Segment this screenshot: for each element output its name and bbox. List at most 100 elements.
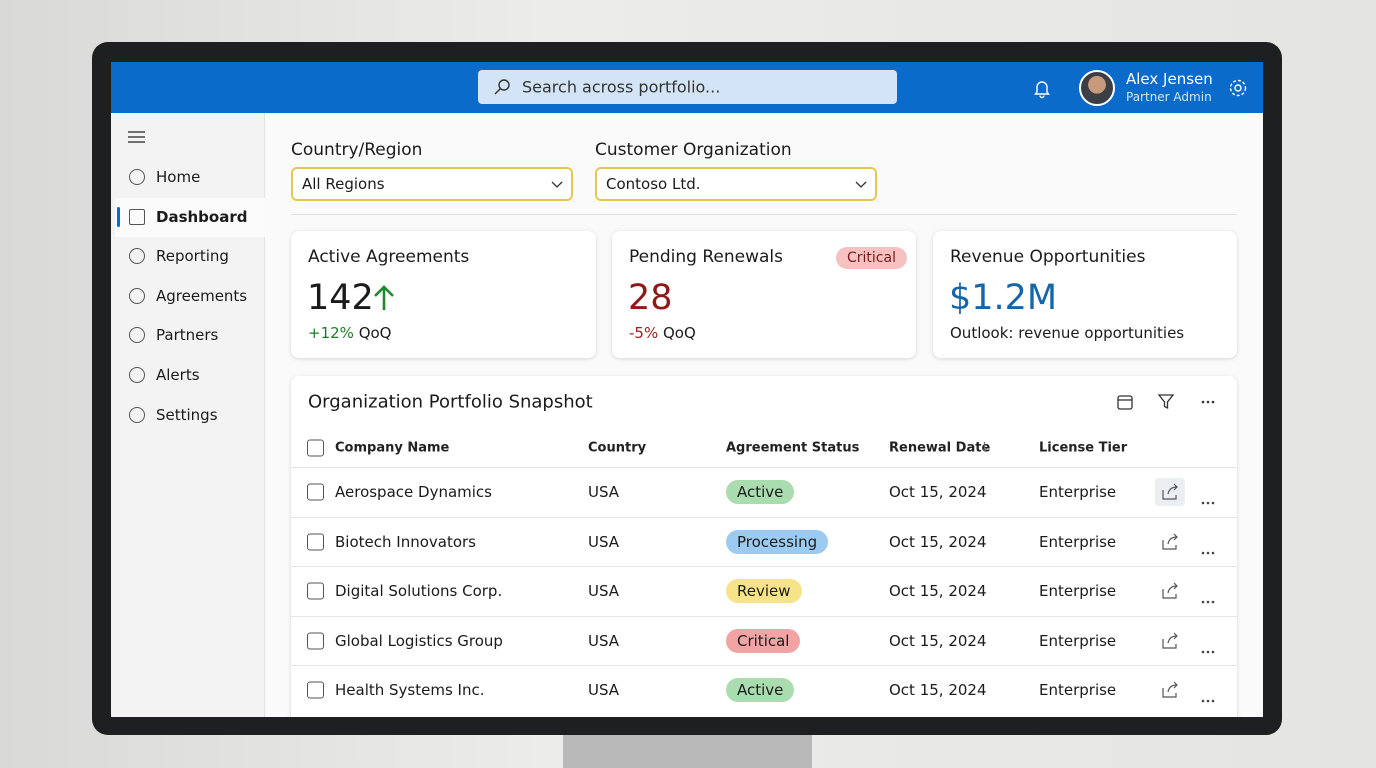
kpi-period: QoQ xyxy=(663,324,696,342)
row-checkbox[interactable] xyxy=(307,681,324,699)
filter-value: Contoso Ltd. xyxy=(606,175,701,193)
search-box[interactable]: Search across portfolio... xyxy=(478,70,897,104)
calendar-icon[interactable] xyxy=(1117,394,1133,410)
nav-active-indicator xyxy=(117,206,120,227)
more-icon[interactable] xyxy=(1201,400,1215,404)
more-icon xyxy=(1201,551,1215,554)
column-header[interactable]: Country xyxy=(588,440,647,456)
menu-icon[interactable] xyxy=(128,131,146,143)
cell: USA xyxy=(588,532,620,551)
kpi-value: $1.2M xyxy=(949,278,1058,318)
row-checkbox[interactable] xyxy=(307,632,324,650)
nav-icon xyxy=(129,208,145,225)
nav-item[interactable]: Settings xyxy=(156,405,218,424)
row-divider xyxy=(291,615,1237,617)
column-header[interactable]: Agreement Status xyxy=(726,440,860,456)
nav-item[interactable]: Reporting xyxy=(156,247,229,266)
kpi-change: -5% xyxy=(629,324,659,342)
select-all-checkbox[interactable] xyxy=(307,439,324,457)
row-more[interactable] xyxy=(1201,688,1215,703)
nav-item[interactable]: Agreements xyxy=(156,286,248,305)
cell: Enterprise xyxy=(1039,681,1117,700)
divider xyxy=(291,214,1237,215)
nav-icon xyxy=(129,248,145,265)
cell: Enterprise xyxy=(1039,631,1117,650)
row-more[interactable] xyxy=(1201,589,1215,604)
trend-up-icon xyxy=(374,285,394,310)
cell: Global Logistics Group xyxy=(335,631,503,650)
table-title: Organization Portfolio Snapshot xyxy=(308,391,593,413)
nav-item[interactable]: Partners xyxy=(156,326,219,345)
user-name: Alex Jensen xyxy=(1126,70,1213,88)
row-checkbox[interactable] xyxy=(307,483,324,501)
settings-icon[interactable] xyxy=(1229,79,1247,97)
more-icon xyxy=(1201,650,1215,654)
share-button[interactable] xyxy=(1155,478,1185,506)
nav-item[interactable]: Alerts xyxy=(156,366,200,384)
cell: Oct 15, 2024 xyxy=(889,631,987,650)
column-header[interactable]: Company Name xyxy=(335,440,450,456)
filter-value: All Regions xyxy=(302,175,385,193)
user-role: Partner Admin xyxy=(1126,90,1212,104)
cell: Oct 15, 2024 xyxy=(889,582,987,601)
kpi-title: Revenue Opportunities xyxy=(950,247,1146,267)
kpi-title: Pending Renewals xyxy=(629,247,784,267)
nav-item[interactable]: Home xyxy=(156,168,201,186)
row-more[interactable] xyxy=(1201,490,1215,505)
kpi-card: Pending Renewals Critical 28 -5% QoQ xyxy=(612,231,916,358)
nav-icon xyxy=(129,367,145,383)
nav-icon xyxy=(129,287,145,304)
column-header[interactable]: License Tier xyxy=(1039,440,1128,456)
share-button[interactable] xyxy=(1155,627,1185,655)
cell: Enterprise xyxy=(1039,483,1117,501)
organization-dropdown[interactable]: Contoso Ltd. xyxy=(595,167,877,201)
nav-item[interactable]: Dashboard xyxy=(156,207,248,226)
status-pill: Critical xyxy=(726,628,801,653)
chevron xyxy=(551,181,563,188)
row-more[interactable] xyxy=(1201,639,1215,654)
cell: Health Systems Inc. xyxy=(335,681,485,700)
share-icon xyxy=(1162,632,1178,649)
row-more[interactable] xyxy=(1201,540,1215,554)
row-divider xyxy=(291,665,1237,667)
status-pill: Active xyxy=(726,678,795,703)
share-icon xyxy=(1162,483,1178,500)
nav-icon xyxy=(129,327,145,344)
cell: Biotech Innovators xyxy=(335,532,476,551)
share-icon xyxy=(1162,533,1178,550)
nav-icon xyxy=(129,406,145,423)
screen: Search across portfolio... Alex Jensen P… xyxy=(111,62,1263,717)
kpi-period: QoQ xyxy=(358,324,392,342)
status-pill: Review xyxy=(726,579,802,604)
more-icon xyxy=(1201,501,1215,505)
sidebar: Home Dashboard Reporting Agreements Partners… xyxy=(111,113,265,717)
row-divider xyxy=(291,566,1237,568)
kpi-card: Active Agreements 142 +12% QoQ xyxy=(291,231,596,358)
share-button[interactable] xyxy=(1155,676,1185,704)
more-icon xyxy=(1201,700,1215,703)
cell: Oct 15, 2024 xyxy=(889,483,987,501)
monitor-stand xyxy=(563,735,812,768)
user-avatar[interactable] xyxy=(1079,70,1115,106)
filter-icon[interactable] xyxy=(1157,394,1175,410)
cell: Oct 15, 2024 xyxy=(889,681,987,700)
kpi-title: Active Agreements xyxy=(308,247,470,267)
column-header[interactable]: Renewal Date xyxy=(889,440,991,456)
table-card: Organization Portfolio Snapshot Company … xyxy=(291,376,1237,717)
share-button[interactable] xyxy=(1155,577,1185,605)
kpi-value: 142 xyxy=(307,278,374,318)
notifications-icon[interactable] xyxy=(1034,79,1050,99)
nav-icon xyxy=(129,169,145,185)
share-button[interactable] xyxy=(1155,528,1185,556)
region-dropdown[interactable]: All Regions xyxy=(291,167,573,201)
row-checkbox[interactable] xyxy=(307,533,324,551)
cell: USA xyxy=(588,483,620,501)
more-icon xyxy=(1201,600,1215,604)
share-icon xyxy=(1162,582,1178,599)
row-divider xyxy=(291,467,1237,468)
kpi-value: 28 xyxy=(628,278,673,318)
chevron xyxy=(855,181,867,188)
row-checkbox[interactable] xyxy=(307,582,324,600)
kpi-card: Revenue Opportunities $1.2M Outlook: rev… xyxy=(933,231,1237,358)
